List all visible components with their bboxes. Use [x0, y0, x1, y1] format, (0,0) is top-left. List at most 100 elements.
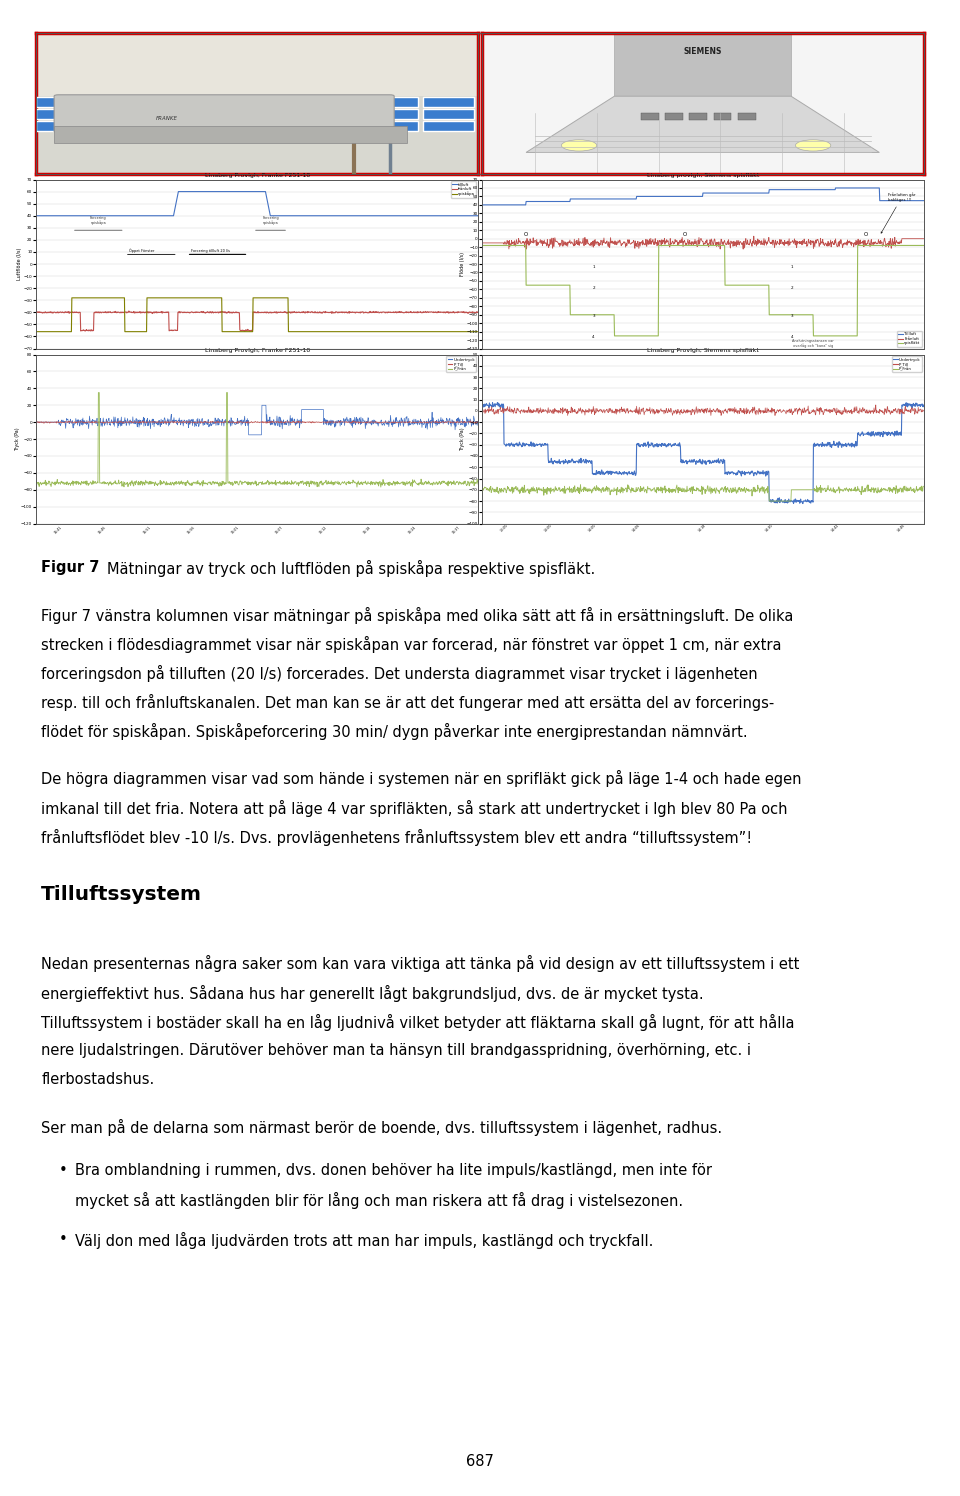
Bar: [54, 126, 407, 142]
Bar: [36, 33, 478, 174]
Bar: [91, 121, 142, 132]
Bar: [313, 97, 363, 108]
Bar: [36, 109, 87, 120]
Text: FRANKE: FRANKE: [156, 117, 178, 121]
Text: flödet för spiskåpan. Spiskåpeforcering 30 min/ dygn påverkar inte energiprestan: flödet för spiskåpan. Spiskåpeforcering …: [41, 723, 748, 741]
Circle shape: [796, 139, 830, 151]
Y-axis label: Tryck (Pa): Tryck (Pa): [14, 428, 19, 450]
Bar: [36, 121, 87, 132]
Text: SIEMENS: SIEMENS: [684, 46, 722, 55]
Bar: [91, 109, 142, 120]
Y-axis label: Tryck (Pa): Tryck (Pa): [460, 428, 465, 450]
FancyBboxPatch shape: [54, 94, 395, 133]
Text: Anslutningsstansen var
overlåg och "kana" sig: Anslutningsstansen var overlåg och "kana…: [792, 338, 834, 349]
Bar: [313, 121, 363, 132]
Legend: Tillluft, Frånluft, spisfläkt: Tillluft, Frånluft, spisfläkt: [898, 331, 922, 347]
Text: nere ljudalstringen. Därutöver behöver man ta hänsyn till brandgasspridning, öve: nere ljudalstringen. Därutöver behöver m…: [41, 1043, 752, 1058]
Text: O: O: [524, 232, 528, 238]
Text: forceringsdon på tilluften (20 l/s) forcerades. Det understa diagrammet visar tr: forceringsdon på tilluften (20 l/s) forc…: [41, 664, 757, 682]
Text: Forcering
spiskåpa: Forcering spiskåpa: [90, 215, 107, 226]
Text: strecken i flödesdiagrammet visar när spiskåpan var forcerad, när fönstret var ö: strecken i flödesdiagrammet visar när sp…: [41, 636, 781, 652]
Text: Mätningar av tryck och luftflöden på spiskåpa respektive spisfläkt.: Mätningar av tryck och luftflöden på spi…: [107, 560, 595, 576]
Title: Linaberg provlgh, Siemens spisfläkt: Linaberg provlgh, Siemens spisfläkt: [646, 174, 759, 178]
Text: 15:56: 15:56: [186, 525, 196, 534]
Bar: [422, 121, 473, 132]
Text: Figur 7 vänstra kolumnen visar mätningar på spiskåpa med olika sätt att få in er: Figur 7 vänstra kolumnen visar mätningar…: [41, 607, 794, 624]
Bar: [368, 121, 419, 132]
Text: 14:46: 14:46: [897, 524, 906, 533]
Bar: [641, 114, 659, 120]
Text: Tilluftssystem: Tilluftssystem: [41, 884, 203, 904]
Bar: [313, 109, 363, 120]
Legend: Undertryck, P_Till, P_Från: Undertryck, P_Till, P_Från: [892, 356, 922, 373]
Bar: [36, 180, 478, 349]
Bar: [36, 355, 478, 524]
Text: O: O: [683, 232, 687, 238]
Text: mycket så att kastlängden blir för lång och man riskera att få drag i vistelsezo: mycket så att kastlängden blir för lång …: [75, 1192, 683, 1209]
Bar: [713, 114, 732, 120]
Legend: tillluft, frånluft, spiskåpa: tillluft, frånluft, spiskåpa: [451, 181, 476, 197]
Bar: [482, 180, 924, 349]
Bar: [422, 97, 473, 108]
Bar: [689, 114, 708, 120]
Text: 15:41: 15:41: [54, 525, 63, 534]
Circle shape: [562, 139, 597, 151]
Text: 16:07: 16:07: [275, 525, 284, 534]
Bar: [482, 355, 924, 524]
Bar: [257, 97, 308, 108]
Text: frånluftsflödet blev -10 l/s. Dvs. provlägenhetens frånluftssystem blev ett andr: frånluftsflödet blev -10 l/s. Dvs. provl…: [41, 829, 753, 845]
Text: 1: 1: [791, 265, 794, 269]
Text: Ser man på de delarna som närmast berör de boende, dvs. tilluftssystem i lägenhe: Ser man på de delarna som närmast berör …: [41, 1119, 723, 1135]
Bar: [36, 33, 924, 174]
Text: •: •: [59, 1231, 67, 1246]
Bar: [614, 34, 791, 96]
Text: 3: 3: [592, 314, 595, 319]
Title: Linaberg Provlgh, Franke F251-10: Linaberg Provlgh, Franke F251-10: [204, 349, 310, 353]
Text: 16:01: 16:01: [230, 525, 240, 534]
Y-axis label: Luftflöde (l/s): Luftflöde (l/s): [17, 248, 22, 280]
Bar: [368, 109, 419, 120]
Title: Linaberg Provlgh, Franke F251-10: Linaberg Provlgh, Franke F251-10: [204, 174, 310, 178]
Bar: [91, 97, 142, 108]
Bar: [368, 97, 419, 108]
Bar: [257, 121, 308, 132]
Text: 14:00: 14:00: [588, 524, 597, 533]
Bar: [202, 109, 252, 120]
Text: 16:37: 16:37: [451, 525, 461, 534]
Legend: Undertryck, P_Till, P_Från: Undertryck, P_Till, P_Från: [446, 356, 476, 373]
Text: 4: 4: [592, 335, 595, 340]
Text: 687: 687: [466, 1454, 494, 1469]
Text: 14:30: 14:30: [764, 524, 774, 533]
Bar: [482, 33, 924, 174]
Text: 12:00: 12:00: [499, 524, 509, 533]
Text: Nedan presenternas några saker som kan vara viktiga att tänka på vid design av e: Nedan presenternas några saker som kan v…: [41, 956, 800, 972]
Text: O: O: [864, 232, 868, 238]
Title: Linaberg Provlgh, Siemens spisfläkt: Linaberg Provlgh, Siemens spisfläkt: [647, 349, 758, 353]
Bar: [422, 109, 473, 120]
Text: 2: 2: [592, 286, 595, 290]
Text: Forcering
spiskåpa: Forcering spiskåpa: [262, 215, 278, 226]
Text: 15:51: 15:51: [142, 525, 152, 534]
Bar: [257, 109, 308, 120]
Text: Frånluften går
bakläges !!!: Frånluften går bakläges !!!: [881, 193, 916, 233]
Bar: [665, 114, 683, 120]
Text: Öppet Fönster: Öppet Fönster: [130, 248, 155, 253]
Text: Välj don med låga ljudvärden trots att man har impuls, kastlängd och tryckfall.: Välj don med låga ljudvärden trots att m…: [75, 1231, 653, 1249]
Polygon shape: [526, 96, 879, 153]
Bar: [147, 109, 198, 120]
Bar: [202, 121, 252, 132]
Text: 15:46: 15:46: [98, 525, 108, 534]
Text: Figur 7: Figur 7: [41, 560, 100, 574]
Text: De högra diagrammen visar vad som hände i systemen när en sprifläkt gick på läge: De högra diagrammen visar vad som hände …: [41, 770, 802, 787]
Text: 3: 3: [791, 314, 794, 319]
Text: 13:00: 13:00: [543, 524, 553, 533]
Text: 14:06: 14:06: [632, 524, 641, 533]
Text: •: •: [59, 1162, 67, 1177]
Bar: [738, 114, 756, 120]
Bar: [36, 33, 478, 96]
Text: 1: 1: [592, 265, 595, 269]
Text: energieffektivt hus. Sådana hus har generellt lågt bakgrundsljud, dvs. de är myc: energieffektivt hus. Sådana hus har gene…: [41, 984, 704, 1001]
Text: 14:42: 14:42: [830, 524, 840, 533]
Text: Bra omblandning i rummen, dvs. donen behöver ha lite impuls/kastlängd, men inte : Bra omblandning i rummen, dvs. donen beh…: [75, 1162, 712, 1177]
Text: imkanal till det fria. Notera att på läge 4 var sprifläkten, så stark att undert: imkanal till det fria. Notera att på läg…: [41, 799, 788, 817]
